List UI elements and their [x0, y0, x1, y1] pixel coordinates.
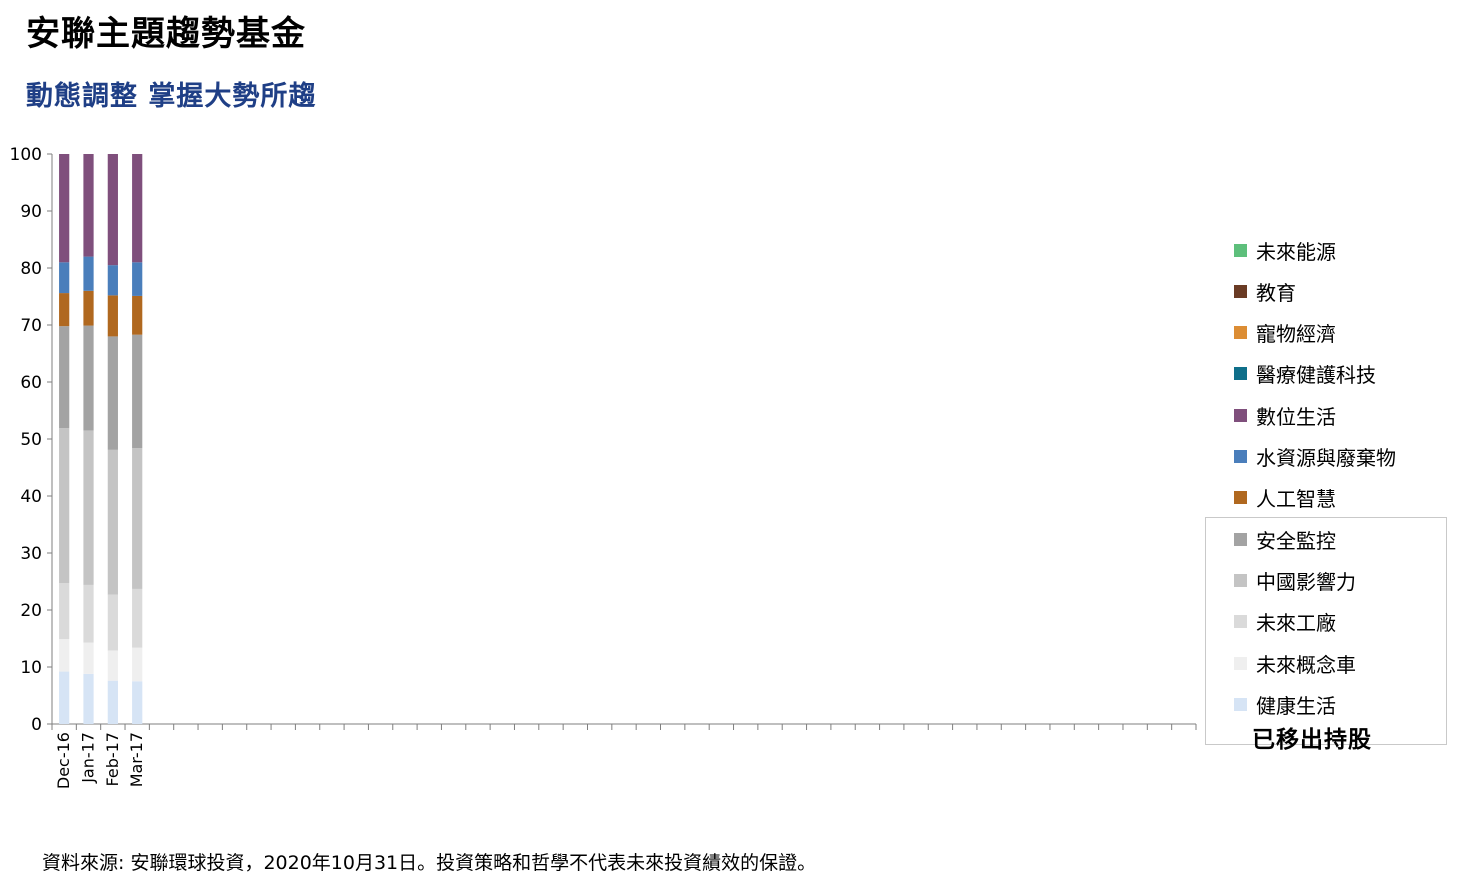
chart-subtitle: 動態調整 掌握大勢所趨 [26, 81, 317, 112]
bar-segment [132, 681, 143, 724]
bar-segment [59, 428, 70, 584]
y-tick-label: 20 [20, 601, 42, 621]
bar-segment [83, 154, 94, 257]
x-tick-label: Dec-16 [54, 732, 73, 789]
legend-item: 寵物經濟 [1234, 318, 1336, 348]
legend-swatch [1234, 326, 1247, 340]
legend-swatch [1234, 408, 1247, 422]
bar-segment [83, 290, 94, 326]
legend-item: 醫療健護科技 [1234, 359, 1376, 389]
bar-segment [83, 584, 94, 643]
legend-item: 數位生活 [1234, 400, 1336, 430]
legend-label: 人工智慧 [1256, 487, 1336, 512]
bar-segment [132, 647, 143, 682]
bar-segment [132, 262, 143, 296]
y-tick-label: 40 [20, 487, 42, 507]
legend-label: 未來工廠 [1256, 611, 1336, 636]
legend-label: 寵物經濟 [1256, 322, 1336, 347]
legend-label: 醫療健護科技 [1256, 363, 1376, 388]
bar-segment [107, 336, 118, 450]
legend-label: 教育 [1256, 280, 1296, 305]
y-tick-label: 10 [20, 658, 42, 678]
y-tick-label: 80 [20, 259, 42, 279]
bar-segment [107, 680, 118, 724]
bar-segment [59, 326, 70, 429]
y-tick-label: 50 [20, 430, 42, 450]
legend-item: 人工智慧 [1234, 483, 1336, 513]
y-tick-label: 0 [31, 715, 42, 735]
bar-segment [83, 673, 94, 724]
bar-segment [132, 334, 143, 449]
x-tick-label: Jan-17 [79, 732, 98, 784]
legend-item: 健康生活 [1234, 689, 1336, 719]
x-tick-label: Mar-17 [127, 732, 146, 787]
legend-swatch [1234, 573, 1247, 587]
y-tick-label: 70 [20, 316, 42, 336]
legend-item: 教育 [1234, 276, 1296, 306]
legend-label: 健康生活 [1256, 693, 1336, 718]
bar-segment [132, 588, 143, 648]
bar-segment [83, 430, 94, 585]
legend-swatch [1234, 656, 1247, 670]
removed-holdings-box [1205, 517, 1447, 745]
y-tick-label: 60 [20, 373, 42, 393]
legend-swatch [1234, 491, 1247, 505]
bar-segment [59, 293, 70, 327]
legend-item: 未來概念車 [1234, 648, 1356, 678]
legend-label: 安全監控 [1256, 528, 1336, 553]
legend-label: 中國影響力 [1256, 569, 1356, 594]
legend-item: 安全監控 [1234, 524, 1336, 554]
legend-label: 未來概念車 [1256, 652, 1356, 677]
bar-segment [59, 583, 70, 640]
legend-swatch [1234, 284, 1247, 298]
bar-segment [59, 154, 70, 263]
legend-label: 水資源與廢棄物 [1256, 446, 1396, 470]
bar-segment [107, 449, 118, 595]
stacked-bar-chart: 0 10 20 30 40 50 60 70 80 90 100 Dec-16 Jan-17 Feb-17… [10, 145, 1197, 789]
bar-segment [59, 671, 70, 724]
bar-segment [107, 154, 118, 266]
bar-segment [59, 639, 70, 672]
bar-segment [107, 650, 118, 681]
legend-label: 未來能源 [1256, 239, 1336, 264]
x-tick-label: Feb-17 [103, 732, 122, 786]
bar-segment [59, 262, 70, 294]
bar-segment [132, 448, 143, 589]
legend-swatch [1234, 697, 1247, 711]
bar-segment [107, 594, 118, 651]
y-tick-label: 90 [20, 202, 42, 222]
legend-item: 未來工廠 [1234, 607, 1336, 637]
legend-swatch [1234, 532, 1247, 546]
chart-title: 安聯主題趨勢基金 [26, 14, 306, 54]
bar-segment [132, 154, 143, 263]
legend-item: 水資源與廢棄物 [1234, 442, 1396, 472]
legend-swatch [1234, 243, 1247, 257]
bar-segment [132, 295, 143, 335]
legend-label: 數位生活 [1256, 404, 1336, 429]
bar-segment [83, 642, 94, 674]
bar-segment [107, 265, 118, 296]
legend-item: 中國影響力 [1234, 565, 1356, 595]
y-tick-label: 30 [20, 544, 42, 564]
removed-holdings-label: 已移出持股 [1252, 727, 1372, 753]
legend-item: 未來能源 [1234, 235, 1336, 265]
y-tick-label: 100 [10, 145, 42, 165]
source-note: 資料來源: 安聯環球投資，2020年10月31日。投資策略和哲學不代表未來投資績… [42, 852, 817, 874]
legend-swatch [1234, 450, 1247, 463]
bar-segment [83, 256, 94, 291]
legend-swatch [1234, 615, 1247, 629]
bar-segment [107, 295, 118, 337]
legend-swatch [1234, 367, 1247, 381]
bar-segment [83, 325, 94, 431]
